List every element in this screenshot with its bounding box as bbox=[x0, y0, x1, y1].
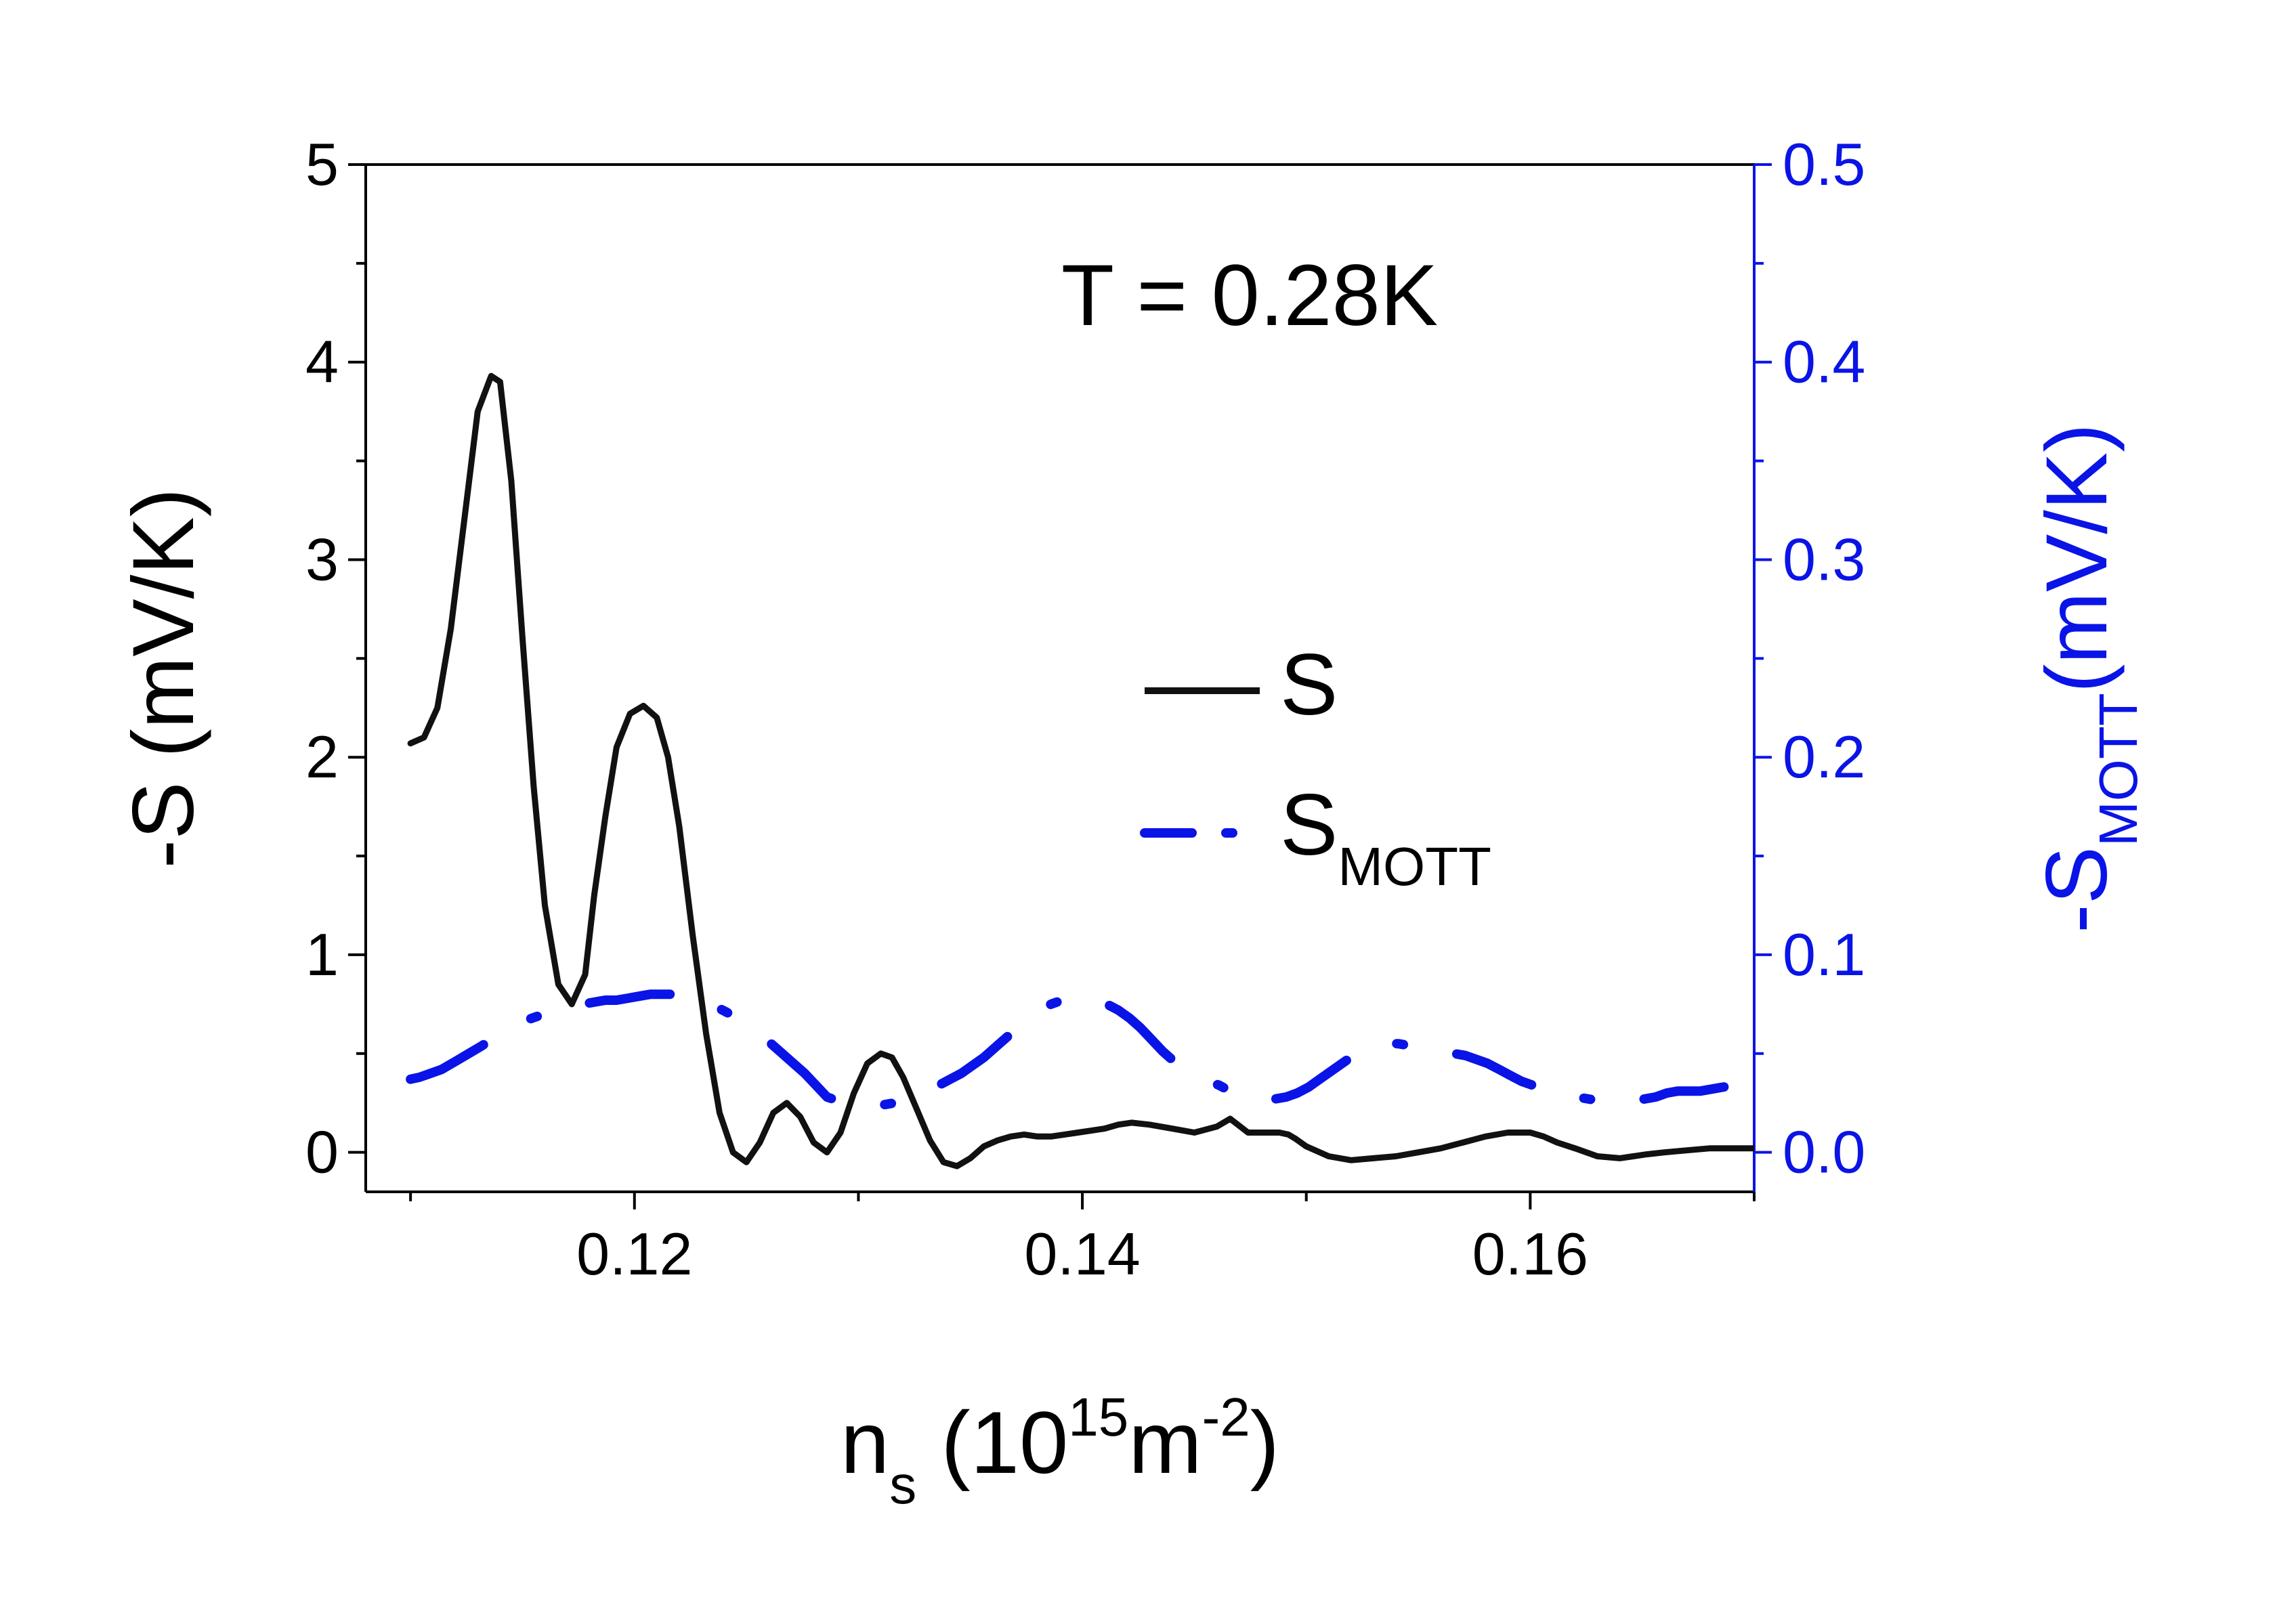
y-left-tick-label: 1 bbox=[305, 921, 339, 988]
temperature-annotation: T = 0.28K bbox=[1061, 247, 1438, 344]
y-left-axis-label: -S (mV/K) bbox=[115, 488, 212, 869]
series-line-s bbox=[407, 372, 1754, 1169]
y-right-tick-label: 0.0 bbox=[1783, 1119, 1865, 1186]
y-left-tick-label: 0 bbox=[305, 1119, 339, 1186]
y-right-tick-label: 0.1 bbox=[1783, 921, 1865, 988]
y-right-tick-label: 0.5 bbox=[1783, 131, 1865, 198]
legend-label-smott: SMOTT bbox=[1280, 777, 1491, 897]
y-right-label-sub: MOTT bbox=[2088, 693, 2148, 846]
y-left-tick-label: 4 bbox=[305, 328, 339, 395]
legend-smott-main: S bbox=[1280, 777, 1338, 874]
series-line-smott bbox=[406, 989, 1754, 1110]
x-label-exp2: -2 bbox=[1202, 1387, 1250, 1447]
legend-label-s: S bbox=[1280, 637, 1338, 733]
x-label-mid: m bbox=[1128, 1393, 1202, 1492]
y-right-tick-label: 0.4 bbox=[1783, 328, 1865, 395]
x-label-exp1: 15 bbox=[1068, 1387, 1128, 1447]
x-axis-label: ns (1015m-2) bbox=[841, 1387, 1279, 1515]
x-label-open: (10 bbox=[916, 1393, 1068, 1492]
legend-smott-sub: MOTT bbox=[1338, 836, 1491, 897]
y-right-tick-label: 0.2 bbox=[1783, 723, 1865, 790]
x-label-sub: s bbox=[889, 1455, 916, 1515]
x-tick-label: 0.12 bbox=[576, 1220, 692, 1287]
plot-layer: 0 1 2 3 4 5 0.0 0.1 0.2 0.3 0.4 0.5 0.12 0.14 0.16 ns (… bbox=[115, 131, 2148, 1515]
y-right-tick-label: 0.3 bbox=[1783, 525, 1865, 593]
y-left-tick-label: 2 bbox=[305, 723, 339, 790]
y-right-axis-label: -SMOTT(mV/K) bbox=[2028, 423, 2148, 933]
x-label-close: ) bbox=[1250, 1393, 1279, 1492]
x-tick-label: 0.14 bbox=[1024, 1220, 1140, 1287]
y-right-label-rest: (mV/K) bbox=[2028, 423, 2125, 693]
x-label-main: n bbox=[841, 1393, 889, 1492]
y-left-tick-label: 3 bbox=[305, 525, 339, 593]
y-right-label-main: -S bbox=[2028, 846, 2125, 933]
y-left-tick-label: 5 bbox=[305, 131, 339, 198]
x-tick-label: 0.16 bbox=[1472, 1220, 1588, 1287]
